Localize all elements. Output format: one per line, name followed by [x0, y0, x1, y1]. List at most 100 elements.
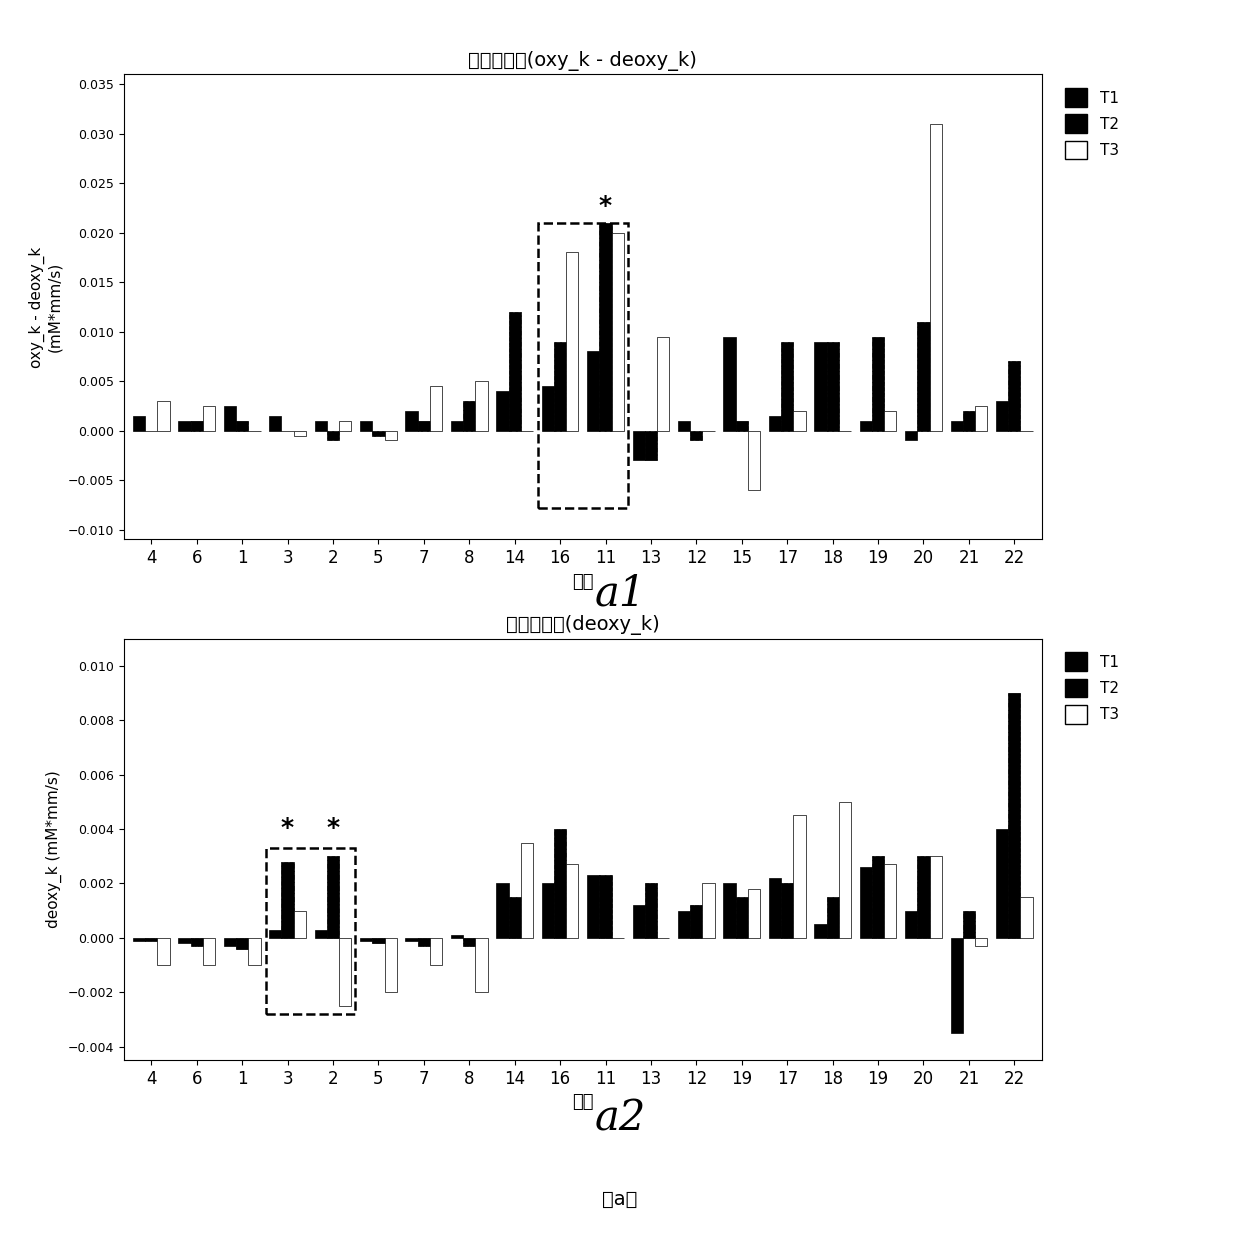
Bar — [838, 802, 851, 937]
Bar — [430, 386, 443, 430]
Bar — [508, 897, 521, 937]
Bar — [269, 930, 281, 937]
Bar — [691, 430, 703, 440]
Bar — [179, 420, 191, 430]
Bar — [1021, 897, 1033, 937]
Bar — [236, 937, 248, 949]
Text: *: * — [326, 816, 340, 839]
Bar — [542, 386, 554, 430]
Bar — [1008, 693, 1021, 937]
Bar — [975, 405, 987, 430]
Bar — [191, 420, 203, 430]
Bar — [157, 401, 170, 430]
Bar — [748, 430, 760, 490]
Bar — [735, 420, 748, 430]
Bar — [815, 924, 827, 937]
Bar — [327, 430, 339, 440]
Bar — [496, 391, 508, 430]
Legend: T1, T2, T3: T1, T2, T3 — [1059, 82, 1125, 165]
Bar — [827, 341, 838, 430]
Bar — [691, 905, 703, 937]
Bar — [538, 223, 627, 507]
X-axis label: 通道: 通道 — [572, 573, 594, 590]
Bar — [769, 415, 781, 430]
Bar — [781, 341, 794, 430]
Text: *: * — [281, 816, 294, 839]
Bar — [451, 420, 463, 430]
Bar — [859, 867, 872, 937]
Bar — [827, 897, 838, 937]
Bar — [794, 410, 806, 430]
Bar — [269, 415, 281, 430]
Bar — [918, 321, 930, 430]
Bar — [632, 905, 645, 937]
Bar — [599, 875, 611, 937]
Bar — [265, 848, 355, 1014]
Bar — [372, 430, 384, 435]
Bar — [203, 405, 215, 430]
Legend: T1, T2, T3: T1, T2, T3 — [1059, 646, 1125, 729]
Bar — [632, 430, 645, 460]
Bar — [872, 856, 884, 937]
Title: 低阻力运动(deoxy_k): 低阻力运动(deoxy_k) — [506, 615, 660, 635]
Bar — [451, 935, 463, 937]
Bar — [794, 816, 806, 937]
Bar — [372, 937, 384, 944]
Y-axis label: oxy_k - deoxy_k
(mM*mm/s): oxy_k - deoxy_k (mM*mm/s) — [29, 247, 62, 367]
Bar — [567, 864, 579, 937]
Bar — [781, 883, 794, 937]
Bar — [223, 405, 236, 430]
Y-axis label: deoxy_k (mM*mm/s): deoxy_k (mM*mm/s) — [46, 770, 62, 929]
X-axis label: 通道: 通道 — [572, 1094, 594, 1111]
Bar — [872, 336, 884, 430]
Bar — [157, 937, 170, 965]
Bar — [463, 401, 475, 430]
Bar — [508, 311, 521, 430]
Bar — [405, 410, 418, 430]
Bar — [294, 430, 306, 435]
Bar — [360, 937, 372, 940]
Bar — [248, 937, 260, 965]
Bar — [475, 937, 487, 992]
Bar — [418, 420, 430, 430]
Bar — [951, 420, 962, 430]
Bar — [587, 875, 599, 937]
Bar — [884, 864, 897, 937]
Bar — [521, 843, 533, 937]
Bar — [975, 937, 987, 946]
Bar — [315, 930, 327, 937]
Bar — [191, 937, 203, 946]
Bar — [179, 937, 191, 944]
Bar — [859, 420, 872, 430]
Bar — [463, 937, 475, 946]
Bar — [587, 351, 599, 430]
Bar — [430, 937, 443, 965]
Bar — [884, 410, 897, 430]
Text: a1: a1 — [594, 573, 646, 615]
Bar — [703, 883, 714, 937]
Text: *: * — [599, 193, 613, 218]
Bar — [748, 889, 760, 937]
Bar — [678, 420, 691, 430]
Bar — [145, 937, 157, 940]
Bar — [327, 856, 339, 937]
Bar — [645, 883, 657, 937]
Text: （a）: （a） — [603, 1190, 637, 1209]
Bar — [133, 937, 145, 940]
Bar — [294, 910, 306, 937]
Bar — [611, 233, 624, 430]
Bar — [339, 937, 351, 1006]
Bar — [567, 253, 579, 430]
Text: a2: a2 — [594, 1097, 646, 1140]
Bar — [735, 897, 748, 937]
Title: 低阻力运动(oxy_k - deoxy_k): 低阻力运动(oxy_k - deoxy_k) — [469, 51, 697, 71]
Bar — [1008, 361, 1021, 430]
Bar — [951, 937, 962, 1033]
Bar — [384, 430, 397, 440]
Bar — [962, 410, 975, 430]
Bar — [769, 878, 781, 937]
Bar — [962, 910, 975, 937]
Bar — [599, 223, 611, 430]
Bar — [315, 420, 327, 430]
Bar — [905, 430, 918, 440]
